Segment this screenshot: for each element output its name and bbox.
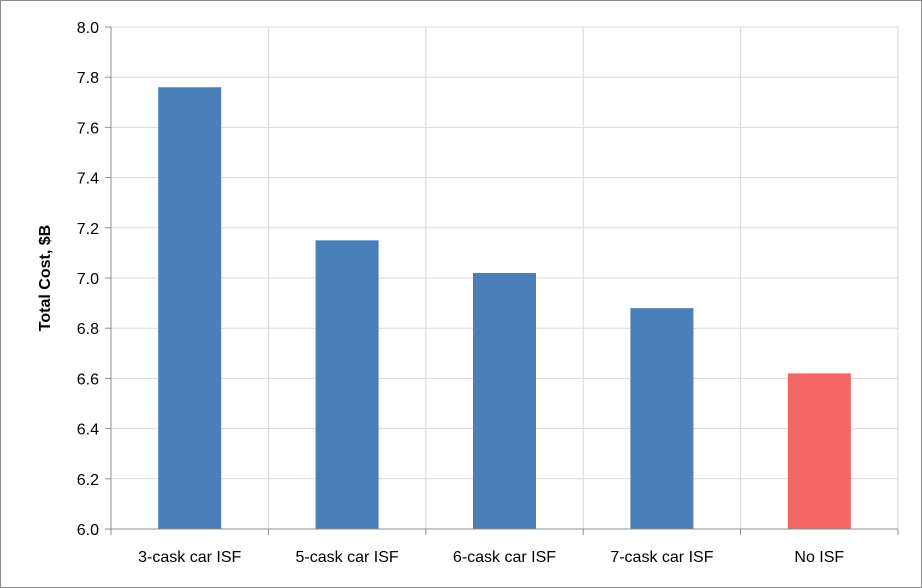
x-tick-label: 5-cask car ISF <box>296 549 399 566</box>
bar-1 <box>158 87 222 530</box>
y-axis-title: Total Cost, $B <box>37 225 54 331</box>
x-tick-label: 7-cask car ISF <box>610 549 713 566</box>
gridlines <box>111 26 899 529</box>
y-tick-label: 7.0 <box>77 271 99 288</box>
bar-4 <box>630 308 694 529</box>
y-tick-label: 6.0 <box>77 522 99 539</box>
x-tick-label: 6-cask car ISF <box>453 549 556 566</box>
y-tick-label: 7.4 <box>77 171 99 188</box>
y-tick-label: 6.4 <box>77 422 99 439</box>
bar-5 <box>787 373 851 529</box>
bars <box>158 87 851 530</box>
y-tick-label: 7.6 <box>77 120 99 137</box>
x-tick-label: 3-cask car ISF <box>138 549 241 566</box>
y-tick-label: 7.2 <box>77 221 99 238</box>
y-tick-labels: 6.0 6.2 6.4 6.6 6.8 7.0 7.2 7.4 7.6 7.8 8.0 <box>77 20 99 539</box>
y-tick-label: 6.6 <box>77 371 99 388</box>
y-tick-label: 8.0 <box>77 20 99 37</box>
axes <box>105 26 899 535</box>
y-tick-label: 6.8 <box>77 321 99 338</box>
y-tick-label: 7.8 <box>77 70 99 87</box>
bar-3 <box>473 272 536 529</box>
x-tick-label: No ISF <box>794 549 844 566</box>
x-tick-labels: 3-cask car ISF 5-cask car ISF 6-cask car I… <box>138 549 844 566</box>
y-tick-label: 6.2 <box>77 472 99 489</box>
bar-2 <box>315 240 379 529</box>
